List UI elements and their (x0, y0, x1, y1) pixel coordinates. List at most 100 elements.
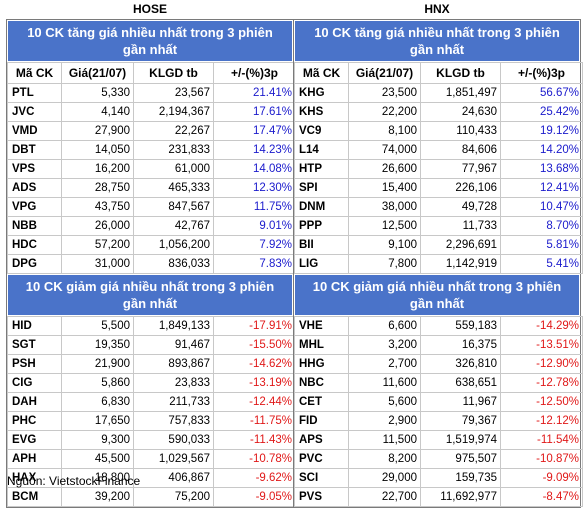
cell-sym: PSH (7, 354, 62, 374)
column-header: Mã CK (7, 62, 62, 84)
cell-sym: HHG (294, 354, 349, 374)
table-row: HID 5,500 1,849,133 -17.91% (7, 316, 296, 336)
cell-price: 11,600 (348, 373, 421, 393)
cell-sym: PVC (294, 449, 349, 469)
cell-vol: 1,056,200 (133, 235, 214, 255)
cell-chg: -9.09% (500, 468, 583, 488)
cell-sym: KHG (294, 83, 349, 103)
cell-vol: 326,810 (420, 354, 501, 374)
cell-sym: VHE (294, 316, 349, 336)
cell-sym: PPP (294, 216, 349, 236)
cell-vol: 2,194,367 (133, 102, 214, 122)
cell-chg: -11.75% (213, 411, 296, 431)
cell-sym: MHL (294, 335, 349, 355)
cell-price: 5,500 (61, 316, 134, 336)
cell-vol: 406,867 (133, 468, 214, 488)
cell-sym: PVS (294, 487, 349, 507)
cell-price: 74,000 (348, 140, 421, 160)
hose-panel: 10 CK tăng giá nhiều nhất trong 3 phiên … (6, 19, 296, 508)
cell-chg: -13.51% (500, 335, 583, 355)
header-row: Mã CK Giá(21/07) KLGD tb +/-(%)3p (294, 62, 583, 84)
cell-sym: DAH (7, 392, 62, 412)
table-row: PTL 5,330 23,567 21.41% (7, 83, 296, 103)
table-row: VHE 6,600 559,183 -14.29% (294, 316, 583, 336)
cell-sym: SPI (294, 178, 349, 198)
table-row: VPG 43,750 847,567 11.75% (7, 197, 296, 217)
cell-vol: 11,692,977 (420, 487, 501, 507)
table-row: DPG 31,000 836,033 7.83% (7, 254, 296, 274)
cell-vol: 1,142,919 (420, 254, 501, 274)
cell-chg: 12.30% (213, 178, 296, 198)
cell-price: 19,350 (61, 335, 134, 355)
cell-chg: 13.68% (500, 159, 583, 179)
cell-sym: KHS (294, 102, 349, 122)
losers-table: HID 5,500 1,849,133 -17.91% SGT 19,350 91,467-… (7, 316, 296, 507)
cell-price: 26,600 (348, 159, 421, 179)
cell-vol: 231,833 (133, 140, 214, 160)
cell-sym: DPG (7, 254, 62, 274)
cell-sym: VPS (7, 159, 62, 179)
cell-vol: 91,467 (133, 335, 214, 355)
cell-price: 31,000 (61, 254, 134, 274)
cell-sym: APH (7, 449, 62, 469)
table-row: NBB 26,000 42,767 9.01% (7, 216, 296, 236)
table-row: SGT 19,350 91,467 -15.50% (7, 335, 296, 355)
table-row: DAH 6,830 211,733 -12.44% (7, 392, 296, 412)
table-row: CET 5,600 11,967 -12.50% (294, 392, 583, 412)
column-header: Giá(21/07) (348, 62, 421, 84)
table-row: JVC 4,140 2,194,367 17.61% (7, 102, 296, 122)
cell-chg: 5.41% (500, 254, 583, 274)
cell-price: 2,900 (348, 411, 421, 431)
cell-vol: 1,851,497 (420, 83, 501, 103)
column-header: Mã CK (294, 62, 349, 84)
cell-sym: HDC (7, 235, 62, 255)
cell-sym: BCM (7, 487, 62, 507)
cell-price: 12,500 (348, 216, 421, 236)
cell-vol: 757,833 (133, 411, 214, 431)
table-row: HHG 2,700 326,810 -12.90% (294, 354, 583, 374)
cell-vol: 23,833 (133, 373, 214, 393)
losers-title: 10 CK giảm giá nhiều nhất trong 3 phiên … (294, 274, 580, 316)
cell-sym: JVC (7, 102, 62, 122)
cell-vol: 75,200 (133, 487, 214, 507)
table-row: PPP 12,500 11,733 8.70% (294, 216, 583, 236)
cell-chg: 14.20% (500, 140, 583, 160)
table-row: PVS 22,700 11,692,977 -8.47% (294, 487, 583, 507)
hnx-panel: 10 CK tăng giá nhiều nhất trong 3 phiên … (293, 19, 583, 508)
cell-price: 7,800 (348, 254, 421, 274)
gainers-table: Mã CK Giá(21/07) KLGD tb +/-(%)3p PTL 5,330 23… (7, 62, 296, 274)
cell-chg: 5.81% (500, 235, 583, 255)
table-row: PSH 21,900 893,867 -14.62% (7, 354, 296, 374)
cell-vol: 559,183 (420, 316, 501, 336)
cell-chg: 17.47% (213, 121, 296, 141)
cell-vol: 49,728 (420, 197, 501, 217)
cell-chg: 17.61% (213, 102, 296, 122)
cell-vol: 1,029,567 (133, 449, 214, 469)
cell-price: 6,600 (348, 316, 421, 336)
cell-sym: FID (294, 411, 349, 431)
cell-price: 26,000 (61, 216, 134, 236)
cell-price: 23,500 (348, 83, 421, 103)
cell-vol: 84,606 (420, 140, 501, 160)
cell-chg: 7.83% (213, 254, 296, 274)
cell-vol: 22,267 (133, 121, 214, 141)
cell-price: 43,750 (61, 197, 134, 217)
gainers-title: 10 CK tăng giá nhiều nhất trong 3 phiên … (7, 20, 293, 62)
cell-sym: VPG (7, 197, 62, 217)
cell-sym: NBC (294, 373, 349, 393)
losers-title: 10 CK giảm giá nhiều nhất trong 3 phiên … (7, 274, 293, 316)
cell-sym: VMD (7, 121, 62, 141)
cell-sym: EVG (7, 430, 62, 450)
cell-chg: -10.78% (213, 449, 296, 469)
gainers-table: Mã CK Giá(21/07) KLGD tb +/-(%)3p KHG 23,500 1… (294, 62, 583, 274)
cell-chg: -9.05% (213, 487, 296, 507)
cell-chg: -13.19% (213, 373, 296, 393)
exchange-title-hnx: HNX (424, 2, 450, 16)
cell-vol: 11,733 (420, 216, 501, 236)
cell-sym: APS (294, 430, 349, 450)
cell-sym: CIG (7, 373, 62, 393)
gainers-title: 10 CK tăng giá nhiều nhất trong 3 phiên … (294, 20, 580, 62)
cell-chg: -15.50% (213, 335, 296, 355)
cell-chg: -9.62% (213, 468, 296, 488)
cell-price: 2,700 (348, 354, 421, 374)
